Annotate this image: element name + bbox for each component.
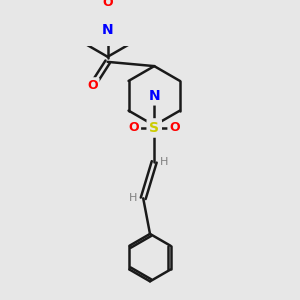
Text: N: N [102, 23, 113, 37]
Text: O: O [102, 0, 113, 9]
Text: O: O [87, 79, 98, 92]
Text: N: N [148, 89, 160, 103]
Text: O: O [169, 122, 180, 134]
Text: H: H [129, 193, 137, 203]
Text: S: S [149, 121, 159, 135]
Text: H: H [160, 157, 169, 167]
Text: O: O [129, 122, 139, 134]
